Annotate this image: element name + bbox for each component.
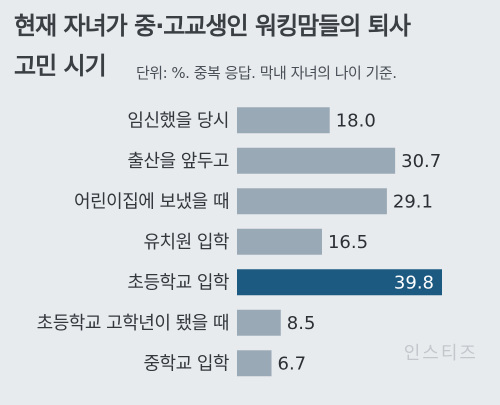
- category-label: 임신했을 당시: [127, 110, 229, 131]
- category-label: 유치원 입학: [143, 232, 229, 253]
- bar-4: [237, 228, 322, 255]
- category-label: 출산을 앞두고: [127, 151, 229, 172]
- bar-6: [237, 309, 281, 336]
- value-label: 39.8: [394, 272, 434, 293]
- value-label: 8.5: [287, 313, 316, 334]
- value-label: 29.1: [393, 191, 433, 212]
- value-label: 30.7: [401, 151, 441, 172]
- bar-2: [237, 147, 396, 174]
- chart-title-line-1: 현재 자녀가 중·고교생인 워킹맘들의 퇴사: [14, 12, 411, 40]
- bar-3: [237, 188, 387, 215]
- value-label: 18.0: [336, 110, 376, 131]
- bar-7: [237, 350, 272, 377]
- category-label: 초등학교 고학년이 됐을 때: [37, 313, 229, 334]
- bar-5: [237, 269, 442, 296]
- value-label: 6.7: [278, 353, 307, 374]
- chart-title-line-2: 고민 시기: [14, 52, 107, 80]
- category-label: 어린이집에 보냈을 때: [74, 191, 229, 212]
- watermark: 인스티즈: [403, 343, 478, 364]
- chart-subtitle: 단위: %. 중복 응답. 막내 자녀의 나이 기준.: [136, 64, 397, 82]
- category-label: 초등학교 입학: [127, 272, 229, 293]
- category-label: 중학교 입학: [143, 353, 229, 374]
- bar-1: [237, 107, 330, 134]
- value-label: 16.5: [328, 232, 368, 253]
